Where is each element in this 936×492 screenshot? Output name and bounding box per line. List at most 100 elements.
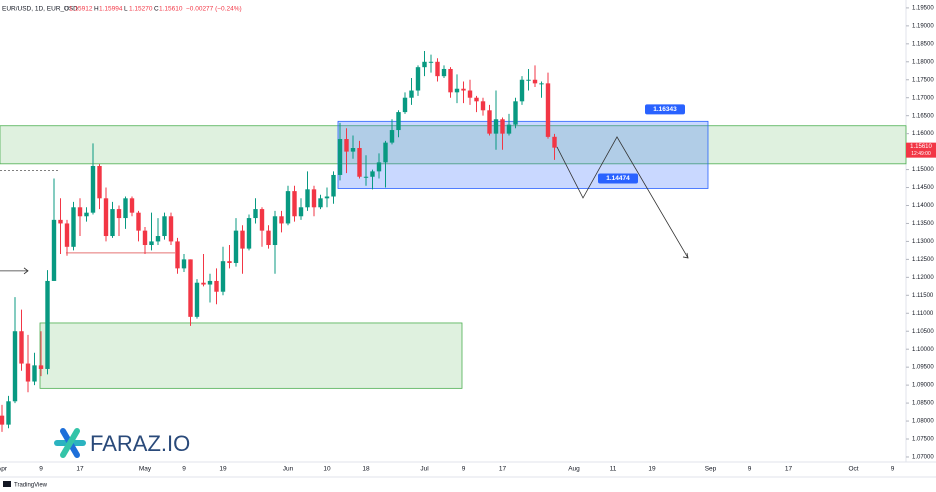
x-tick-label: 9 [182, 466, 186, 473]
candle-body [0, 415, 5, 425]
candle-body [480, 101, 486, 111]
candle-body [168, 216, 174, 242]
candle-body [435, 61, 440, 77]
footer-text: TradingView [14, 483, 48, 489]
x-tick-label: 17 [785, 466, 793, 473]
box-label: 1.14474 [606, 175, 630, 182]
candle-body [285, 191, 291, 224]
candle-body [246, 218, 252, 249]
x-tick-label: Jun [283, 466, 294, 473]
ohlc-key: C [154, 6, 159, 13]
candle-body [305, 189, 310, 208]
candle-body [90, 165, 96, 213]
y-tick-label: 1.14000 [912, 203, 934, 209]
candle-body [539, 83, 544, 85]
candle-body [526, 79, 531, 81]
candle-body [396, 112, 401, 131]
candle-body [383, 142, 388, 163]
ohlc-value: 1.15610 [159, 6, 183, 13]
y-tick-label: 1.08500 [912, 401, 934, 407]
candle-body [45, 280, 50, 369]
y-tick-label: 1.11000 [912, 311, 934, 317]
candle-body [32, 365, 37, 382]
x-tick-label: 9 [891, 466, 895, 473]
y-tick-label: 1.10500 [912, 329, 934, 335]
change: −0.00277 (−0.24%) [186, 6, 242, 13]
candle-body [324, 196, 330, 199]
candle-body [214, 280, 219, 292]
candle-body [545, 83, 551, 137]
ohlc-value: 1.15270 [129, 6, 153, 13]
candle-body [389, 130, 395, 143]
candle-body [162, 216, 167, 237]
x-tick-label: Aug [568, 466, 580, 473]
candle-body [149, 241, 154, 246]
y-tick-label: 1.15000 [912, 167, 934, 173]
candle-body [181, 259, 187, 269]
ohlc-key: O [64, 6, 69, 13]
countdown: 12:49:00 [911, 151, 931, 157]
y-tick-label: 1.12000 [912, 275, 934, 281]
y-tick-label: 1.10000 [912, 347, 934, 353]
y-tick-label: 1.16500 [912, 113, 934, 119]
candle-body [207, 280, 213, 285]
candle-body [337, 139, 343, 175]
candle-body [6, 401, 11, 425]
candle-body [129, 198, 135, 213]
candle-body [376, 162, 382, 172]
x-tick-label: 10 [323, 466, 331, 473]
x-tick-label: 9 [39, 466, 43, 473]
candle-body [519, 79, 525, 102]
candle-body [552, 136, 557, 148]
candle-body [402, 97, 408, 113]
candle-body [103, 198, 109, 237]
box-label-bg [598, 173, 638, 184]
x-tick-label: 19 [648, 466, 656, 473]
ohlc-value: 1.15994 [99, 6, 123, 13]
y-tick-label: 1.19500 [912, 5, 934, 11]
candle-body [311, 189, 317, 208]
candle-body [532, 79, 538, 84]
ohlc-key: L [124, 6, 128, 13]
candle-body [58, 219, 63, 224]
y-tick-label: 1.13500 [912, 221, 934, 227]
candle-body [194, 282, 200, 317]
candle-body [188, 259, 193, 317]
candle-body [331, 174, 336, 197]
y-tick-label: 1.07500 [912, 437, 934, 443]
x-tick-label: 18 [362, 466, 370, 473]
candle-body [487, 110, 492, 134]
candle-body [474, 97, 479, 102]
box-label: 1.16343 [653, 106, 677, 113]
candle-body [201, 282, 206, 285]
candle-body [493, 119, 499, 134]
x-tick-label: Apr [0, 466, 8, 473]
candle-body [240, 230, 245, 249]
ohlc-key: H [94, 6, 99, 13]
y-tick-label: 1.08000 [912, 419, 934, 425]
box-label-bg [645, 104, 685, 115]
x-tick-label: 17 [76, 466, 84, 473]
symbol: EUR/USD, 1D, EUR_USD [2, 6, 78, 13]
candle-body [441, 68, 447, 77]
candle-body [298, 207, 304, 217]
candle-body [370, 171, 375, 177]
x-tick-label: Sep [705, 466, 717, 473]
candle-body [461, 88, 466, 91]
candle-body [12, 331, 18, 402]
ohlc-value: 1.15912 [69, 6, 93, 13]
y-tick-label: 1.14500 [912, 185, 934, 191]
candle-body [266, 230, 271, 246]
candle-body [220, 261, 226, 292]
y-tick-label: 1.09500 [912, 365, 934, 371]
x-tick-label: 19 [219, 466, 227, 473]
candle-body [454, 88, 460, 93]
arrow-head [23, 267, 29, 275]
footer-logo [3, 481, 11, 487]
candle-body [292, 191, 297, 217]
y-tick-label: 1.18500 [912, 41, 934, 47]
x-tick-label: May [139, 466, 152, 473]
